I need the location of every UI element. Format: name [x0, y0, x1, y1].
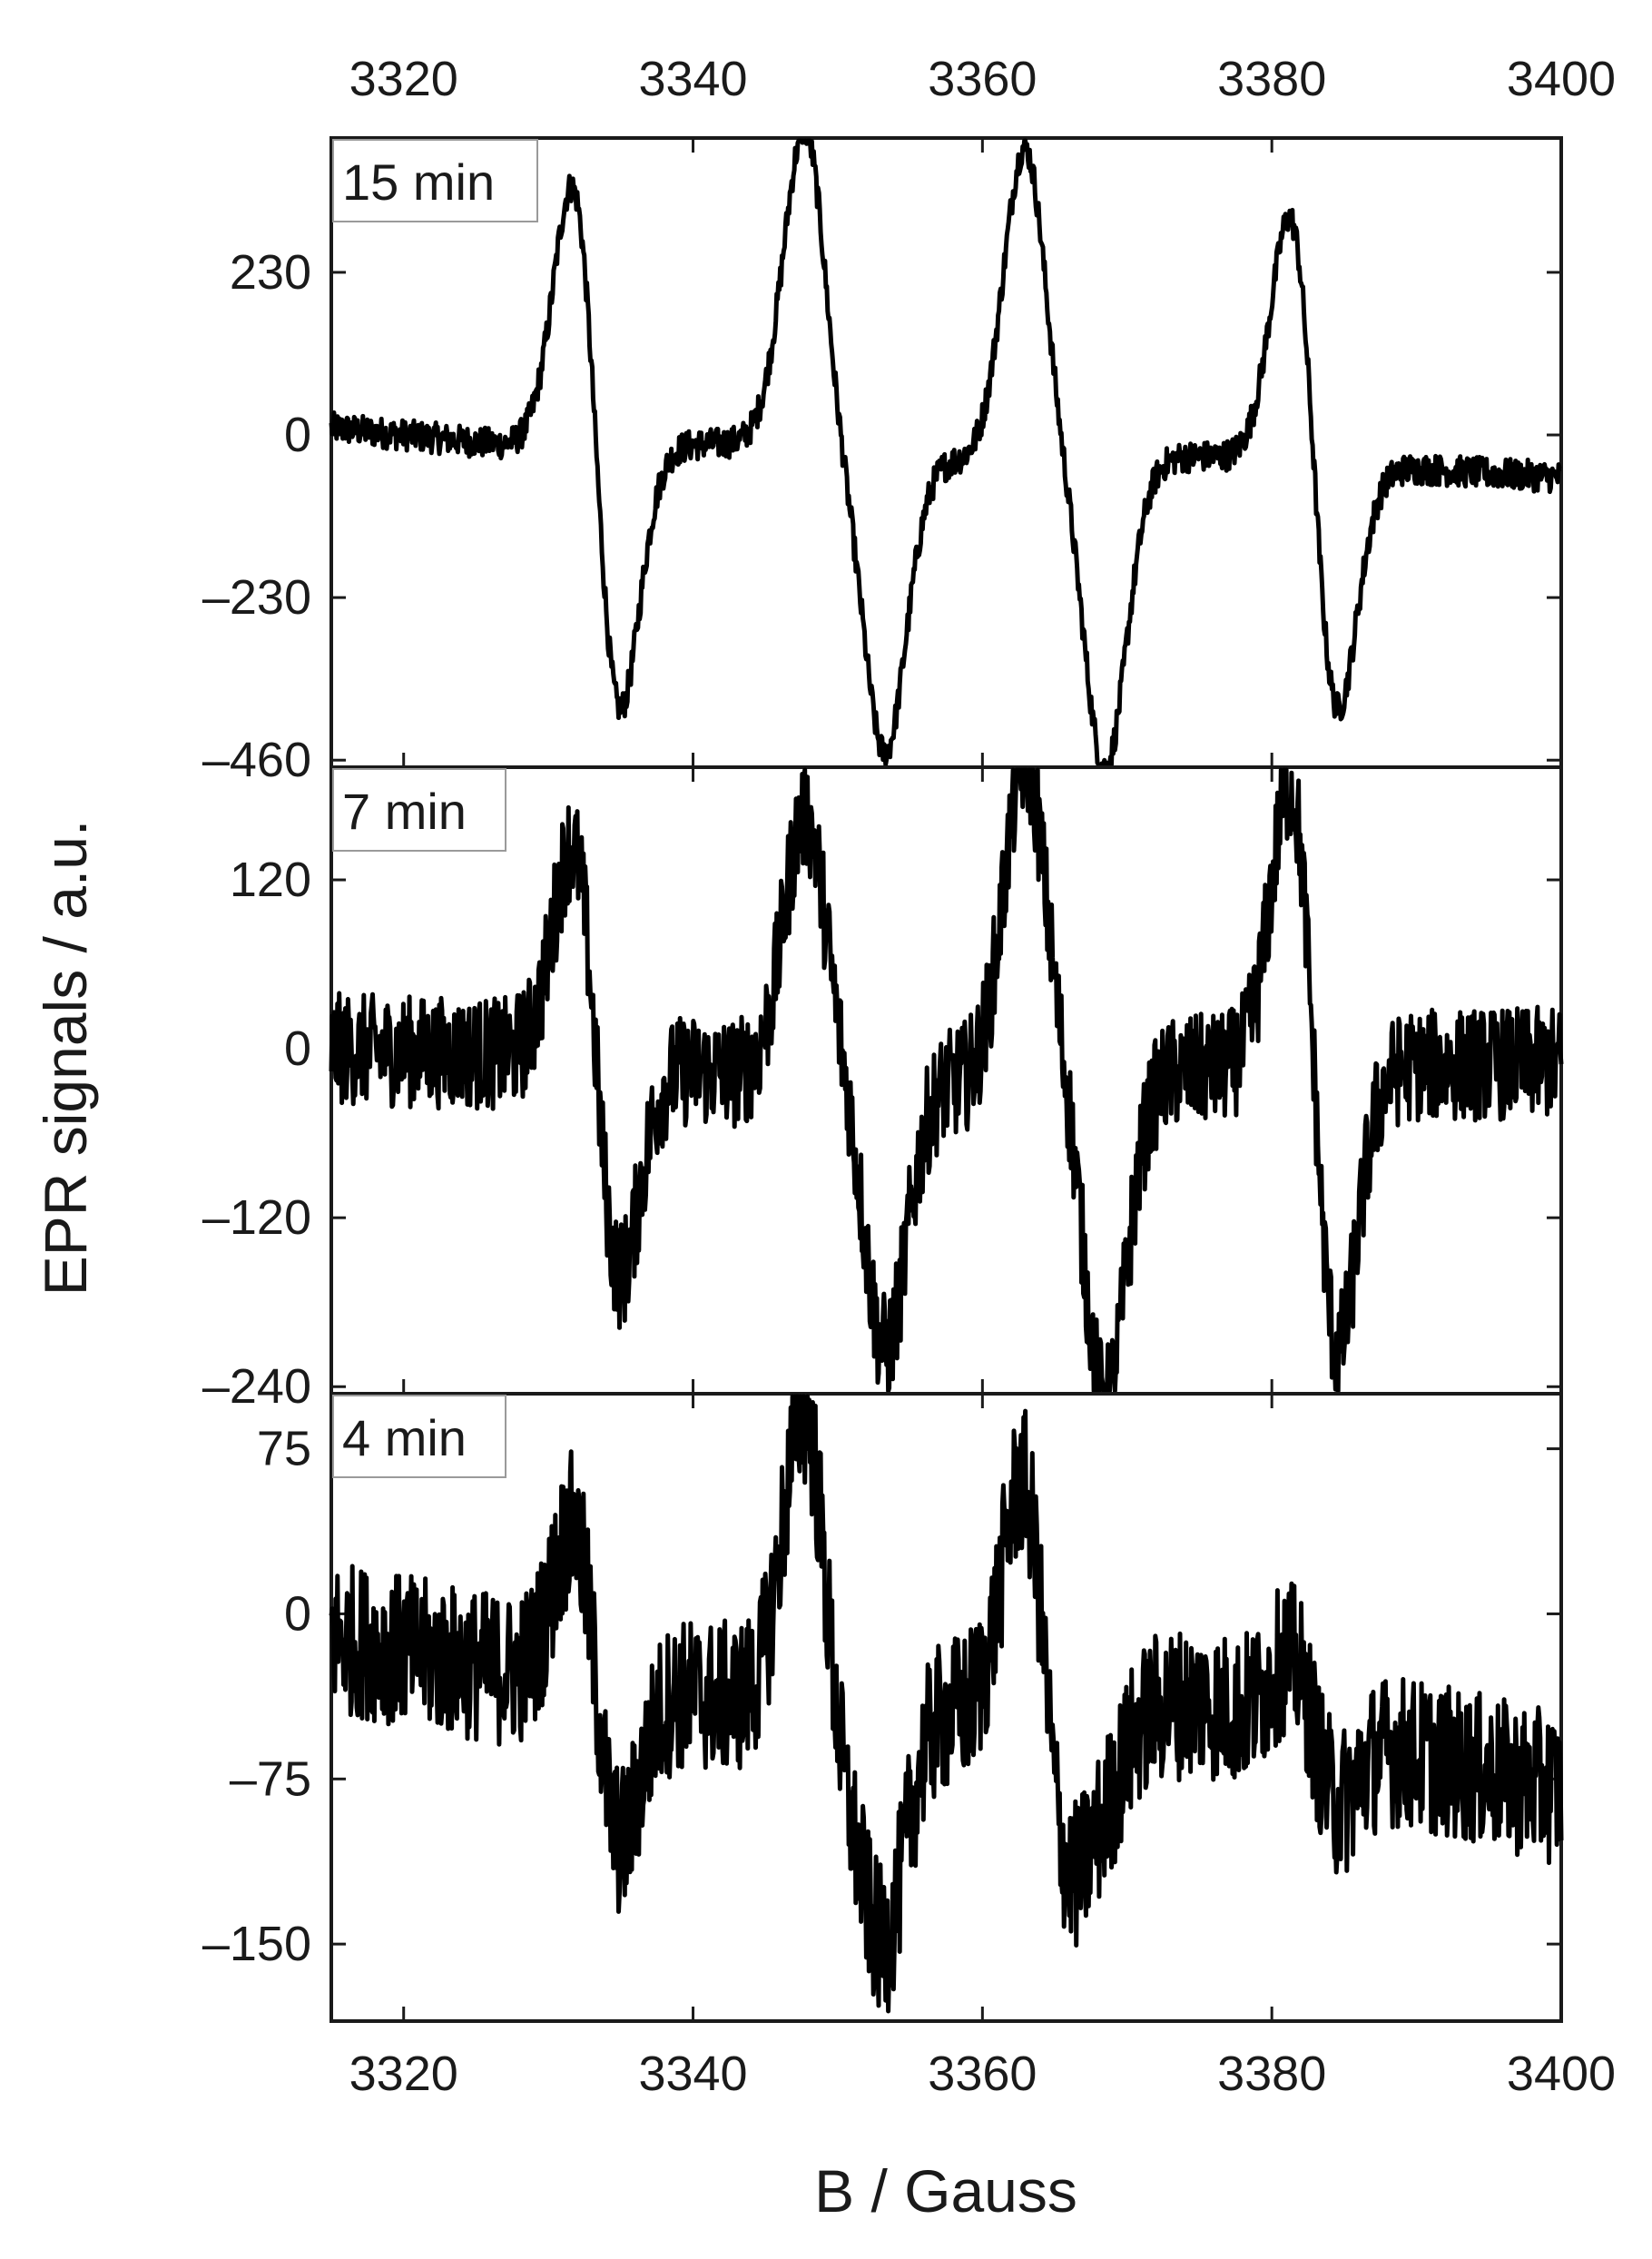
x-tick-label-bottom: 3360 [928, 2047, 1037, 2101]
panel-7-min: 120 0 –120 –240 7 min [202, 765, 1564, 1414]
x-tick-label-top: 3360 [928, 52, 1037, 106]
spectrum-trace [329, 767, 1564, 1394]
y-tick-label: 0 [284, 408, 311, 462]
panel-label-box [332, 1395, 506, 1478]
y-tick-label: –240 [202, 1359, 311, 1414]
x-tick-label-top: 3380 [1217, 52, 1326, 106]
y-tick-label: –75 [230, 1751, 311, 1806]
x-tick-label-top: 3400 [1507, 52, 1616, 106]
spectrum-trace [329, 1394, 1564, 2014]
panel-4-min: 75 0 –75 –150 4 min [202, 1392, 1564, 2023]
x-tick-label-bottom: 3400 [1507, 2047, 1616, 2101]
panel-frame [329, 1392, 1563, 2023]
panel-label: 7 min [342, 783, 467, 840]
spectrum-trace [329, 138, 1563, 767]
x-tick-label-bottom: 3380 [1217, 2047, 1326, 2101]
panel-label: 4 min [342, 1409, 467, 1466]
x-tick-label-bottom: 3340 [638, 2047, 747, 2101]
y-tick-label: 0 [284, 1021, 311, 1076]
panel-label-box [332, 768, 506, 852]
panel-label-box [332, 139, 538, 222]
ticks-layer: 3320 3320 3340 3340 3360 3360 3380 3380 3400 3400 [349, 52, 1616, 2101]
y-tick-label: –460 [202, 733, 311, 787]
x-tick-label-top: 3320 [349, 52, 458, 106]
panels-layer: 230 0 –230 –460 15 min 120 0 –120 –240 7 min 75 0 –7… [202, 136, 1564, 2023]
y-tick-label: 230 [230, 245, 311, 300]
y-tick-label: –230 [202, 570, 311, 625]
x-axis-title: B / Gauss [814, 2157, 1077, 2224]
x-tick-label-top: 3340 [638, 52, 747, 106]
y-tick-label: 75 [257, 1422, 311, 1476]
y-axis-title: EPR signals / a.u. [32, 820, 99, 1297]
panel-15-min: 230 0 –230 –460 15 min [202, 136, 1563, 787]
panel-label: 15 min [342, 153, 495, 211]
y-tick-label: –120 [202, 1190, 311, 1245]
y-tick-label: 0 [284, 1586, 311, 1641]
x-tick-label-bottom: 3320 [349, 2047, 458, 2101]
y-tick-label: –150 [202, 1917, 311, 1971]
y-tick-label: 120 [230, 853, 311, 907]
